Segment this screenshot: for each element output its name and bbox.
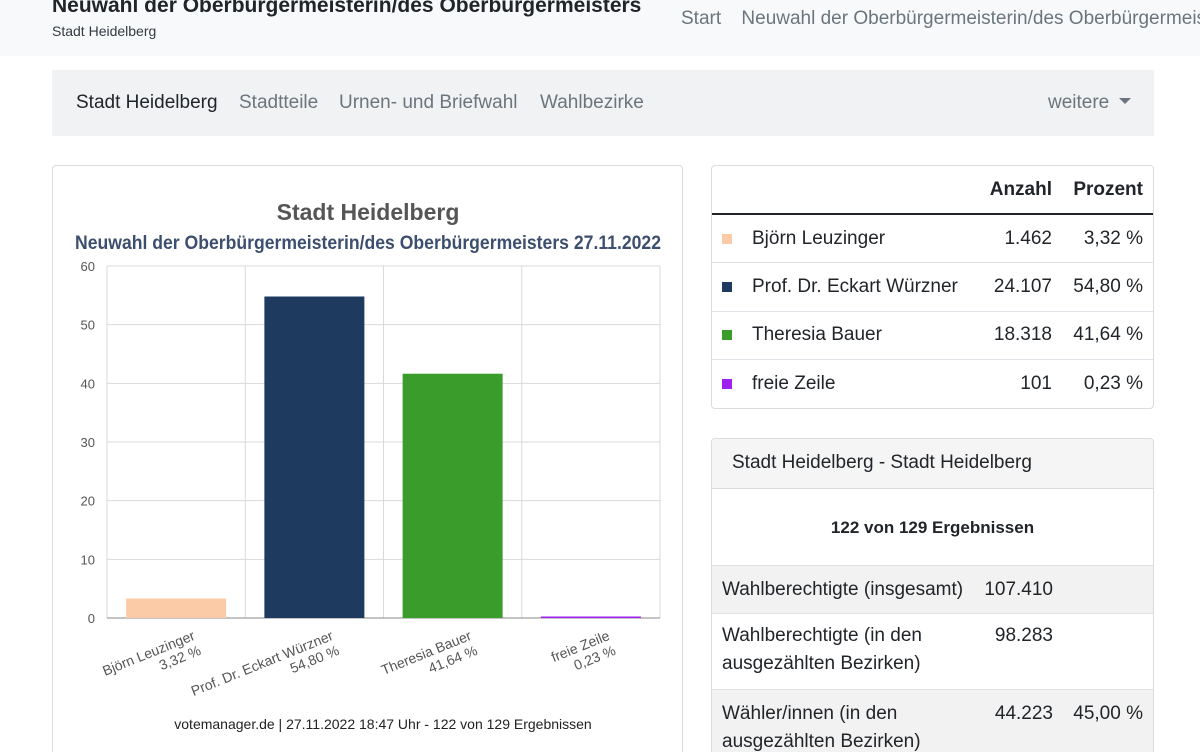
summary-row: Wähler/innen (in den ausgezählten Bezirk… [712, 689, 1153, 752]
subnav-more-dropdown[interactable]: weitere [1048, 92, 1132, 114]
top-navbar: Neuwahl der Oberbürgermeisterin/des Ober… [0, 0, 1200, 56]
subnav-item-urnen-briefwahl[interactable]: Urnen- und Briefwahl [339, 92, 518, 113]
candidate-name: Björn Leuzinger [752, 227, 886, 249]
x-tick-label: Theresia Bauer41,64 % [379, 627, 480, 693]
subnav-item-stadtteile[interactable]: Stadtteile [239, 92, 319, 113]
x-tick-label: Prof. Dr. Eckart Würzner54,80 % [189, 627, 342, 714]
count-cell: 24.107 [972, 262, 1062, 312]
summary-percent: 45,00 % [1073, 703, 1143, 724]
count-cell: 1.462 [972, 214, 1062, 263]
y-tick-label: 30 [81, 435, 95, 450]
percent-cell: 3,32 % [1062, 214, 1153, 263]
summary-label: Wahlberechtigte (in den ausgezählten Bez… [722, 625, 922, 674]
summary-value: 107.410 [984, 579, 1053, 600]
nav-start-link[interactable]: Start [681, 8, 722, 29]
election-subtitle: Stadt Heidelberg [52, 23, 157, 39]
table-row: Björn Leuzinger 1.462 3,32 % [712, 214, 1153, 263]
color-swatch [722, 330, 732, 341]
bar-chart: Stadt Heidelberg Neuwahl der Oberbürgerme… [75, 199, 661, 732]
header-prozent: Prozent [1062, 166, 1153, 215]
summary-row: Wahlberechtigte (insgesamt) 107.410 [712, 565, 1153, 613]
chart-subtitle: Neuwahl der Oberbürgermeisterin/des Ober… [75, 233, 661, 254]
y-tick-label: 10 [81, 552, 95, 567]
bar-2 [264, 296, 365, 618]
nav-election-link[interactable]: Neuwahl der Oberbürgermeisterin/des Ober… [741, 8, 1200, 29]
bar-3 [402, 373, 503, 618]
candidate-name: Theresia Bauer [752, 324, 882, 346]
summary-header: Stadt Heidelberg - Stadt Heidelberg [712, 439, 1153, 489]
bar-1 [126, 598, 227, 618]
election-title[interactable]: Neuwahl der Oberbürgermeisterin/des Ober… [52, 0, 642, 17]
table-header-row: Anzahl Prozent [712, 166, 1153, 215]
summary-value: 98.283 [994, 625, 1053, 646]
y-tick-label: 60 [81, 259, 95, 274]
y-tick-label: 50 [81, 318, 95, 333]
percent-cell: 0,23 % [1083, 373, 1143, 394]
header-anzahl: Anzahl [972, 166, 1062, 215]
percent-cell: 54,80 % [1062, 262, 1153, 312]
candidate-name: freie Zeile [752, 373, 836, 394]
subnav-item-stadt[interactable]: Stadt Heidelberg [76, 92, 218, 113]
percent-cell: 41,64 % [1062, 311, 1153, 360]
candidate-name: Prof. Dr. Eckart Würzner [752, 275, 958, 297]
chart-card: Stadt Heidelberg Neuwahl der Oberbürgerme… [52, 165, 683, 752]
candidate-cell: Prof. Dr. Eckart Würzner [712, 262, 972, 312]
caret-down-icon [1119, 98, 1132, 104]
chart-footer: votemanager.de | 27.11.2022 18:47 Uhr - … [174, 716, 591, 732]
summary-label: Wähler/innen (in den ausgezählten Bezirk… [722, 703, 921, 752]
candidate-cell: Theresia Bauer [712, 311, 972, 360]
count-cell: 18.318 [972, 311, 1062, 360]
color-swatch [722, 379, 732, 389]
header-candidate [712, 166, 972, 215]
candidate-cell: freie Zeile [712, 360, 972, 409]
y-tick-label: 20 [81, 494, 95, 509]
table-row: Prof. Dr. Eckart Würzner 24.107 54,80 % [712, 262, 1153, 312]
subnav-item-wahlbezirke[interactable]: Wahlbezirke [540, 92, 644, 113]
results-table: Anzahl Prozent Björn Leuzinger 1.462 3,32 … [712, 166, 1153, 408]
breadcrumb-nav: Start Neuwahl der Oberbürgermeisterin/de… [681, 8, 1200, 30]
results-table-card: Anzahl Prozent Björn Leuzinger 1.462 3,32 … [711, 165, 1154, 409]
color-swatch [722, 281, 732, 292]
candidate-cell: Björn Leuzinger [712, 214, 972, 263]
y-tick-label: 40 [81, 376, 95, 391]
table-row: Theresia Bauer 18.318 41,64 % [712, 311, 1153, 360]
chart-title: Stadt Heidelberg [277, 199, 460, 225]
summary-card: Stadt Heidelberg - Stadt Heidelberg 122 … [711, 438, 1154, 752]
y-tick-label: 0 [88, 611, 95, 626]
color-swatch [722, 233, 732, 244]
summary-label: Wahlberechtigte (insgesamt) [722, 579, 964, 600]
count-cell: 101 [1020, 373, 1052, 394]
summary-value: 44.223 [994, 703, 1053, 724]
bar-4 [540, 616, 641, 618]
area-subnav: Stadt Heidelberg Stadtteile Urnen- und B… [52, 70, 1154, 136]
table-row: freie Zeile 101 0,23 % [712, 360, 1153, 409]
x-tick-label: freie Zeile0,23 % [549, 627, 618, 680]
summary-row: Wahlberechtigte (in den ausgezählten Bez… [712, 613, 1153, 689]
more-label: weitere [1048, 92, 1110, 113]
results-count: 122 von 129 Ergebnissen [830, 518, 1035, 537]
